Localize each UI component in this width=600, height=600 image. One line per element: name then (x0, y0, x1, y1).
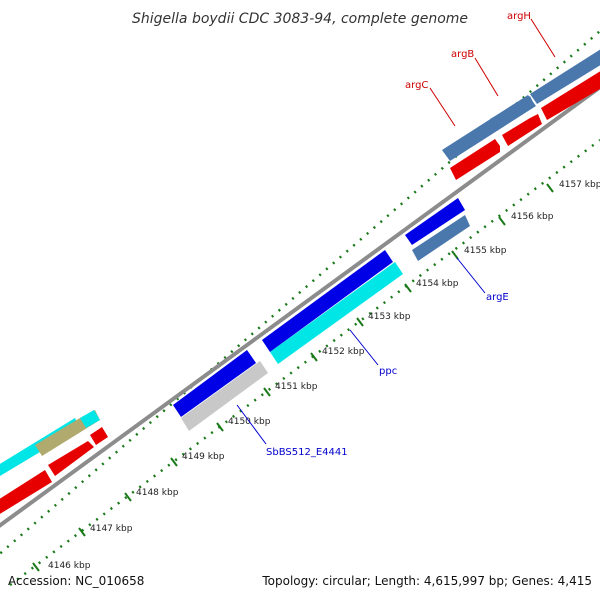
tick-mark (170, 457, 178, 467)
gene-label-ppc[interactable]: ppc (379, 366, 397, 377)
gene-label-SbBS512-E4441[interactable]: SbBS512_E4441 (266, 447, 348, 458)
tick-mark (124, 492, 132, 502)
tick-label: 4146 kbp (48, 561, 91, 571)
feature-cyan-small[interactable] (80, 410, 100, 428)
tick-mark (32, 562, 40, 572)
tick-label: 4155 kbp (464, 246, 507, 256)
feature-SbBS512-E4441[interactable] (181, 361, 268, 431)
tick-label: 4147 kbp (90, 524, 133, 534)
gene-label-argH[interactable]: argH (507, 11, 531, 22)
tick-mark (404, 283, 412, 293)
tick-mark (356, 317, 364, 327)
tick-mark (451, 250, 459, 260)
tick-mark (310, 352, 318, 362)
feature-blue-middle[interactable] (262, 250, 393, 352)
tick-mark (263, 387, 271, 397)
feature-red-left-3[interactable] (90, 427, 108, 445)
tick-label: 4156 kbp (511, 212, 554, 222)
feature-argH[interactable] (530, 42, 600, 104)
leader-argE (456, 257, 486, 294)
feature-blue-lower[interactable] (173, 350, 256, 417)
tick-label: 4148 kbp (136, 488, 179, 498)
inner-dotted-ring (9, 139, 600, 586)
tick-label: 4154 kbp (416, 279, 459, 289)
feature-red-3[interactable] (541, 64, 600, 120)
gene-label-argE[interactable]: argE (486, 292, 509, 303)
feature-argE[interactable] (412, 215, 470, 261)
leader-ppc (349, 329, 379, 366)
tick-label: 4157 kbp (559, 180, 600, 190)
leader-SbBS512-E4441 (236, 404, 267, 445)
gene-label-argC[interactable]: argC (405, 80, 428, 91)
tick-label: 4152 kbp (322, 347, 365, 357)
feature-red-2[interactable] (502, 114, 542, 146)
tick-mark (216, 422, 224, 432)
map-title: Shigella boydii CDC 3083-94, complete ge… (132, 11, 468, 27)
leader-argC (429, 87, 456, 127)
tick-mark (498, 216, 506, 226)
summary-label: Topology: circular; Length: 4,615,997 bp… (261, 574, 592, 588)
genome-backbone (0, 84, 600, 528)
tick-label: 4153 kbp (368, 312, 411, 322)
tick-label: 4149 kbp (182, 452, 225, 462)
feature-ppc[interactable] (270, 262, 403, 364)
gene-label-argB[interactable]: argB (451, 49, 474, 60)
feature-red-left-1[interactable] (0, 470, 52, 520)
accession-label: Accession: NC_010658 (8, 574, 144, 588)
tick-label: 4151 kbp (275, 382, 318, 392)
feature-red-1[interactable] (450, 139, 500, 180)
feature-red-left-2[interactable] (48, 441, 94, 476)
leader-argH (530, 18, 556, 58)
feature-blue-upper[interactable] (405, 198, 465, 245)
leader-argB (474, 57, 499, 97)
tick-group: 4146 kbp 4147 kbp 4148 kbp 4149 kbp 4150… (32, 180, 600, 572)
tick-mark (78, 527, 86, 537)
feature-argB[interactable] (490, 96, 535, 130)
tick-mark (546, 183, 554, 193)
